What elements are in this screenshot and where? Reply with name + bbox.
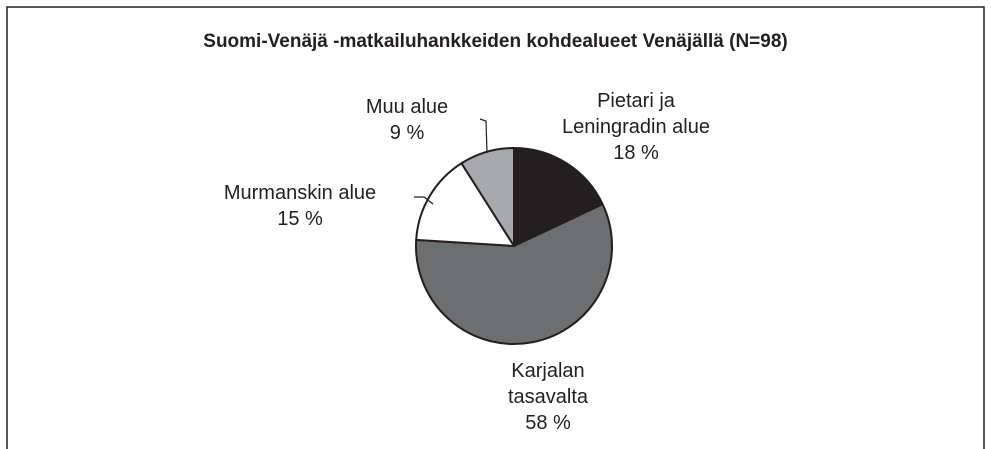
pie	[415, 147, 613, 345]
leader-line	[414, 196, 434, 205]
slice-value: 18 %	[613, 142, 659, 164]
pie-slice	[415, 203, 613, 345]
slice-category: Karjalan tasavalta	[507, 360, 589, 408]
pie-slice	[415, 162, 515, 247]
slice-label: Muu alue 9 %	[366, 94, 448, 146]
slice-label: Pietari ja Leningradin alue 18 %	[562, 88, 710, 166]
frame	[6, 6, 985, 449]
slice-category: Muu alue	[365, 96, 449, 118]
slice-category: Pietari ja Leningradin alue	[562, 90, 710, 138]
leader-line	[479, 118, 488, 154]
chart-title: Suomi-Venäjä -matkailuhankkeiden kohdeal…	[203, 31, 788, 52]
slice-category: Murmanskin alue	[223, 182, 377, 204]
pie-slice	[513, 147, 604, 247]
slice-value: 58 %	[525, 412, 571, 434]
slice-label: Karjalan tasavalta 58 %	[508, 358, 588, 436]
slice-label: Murmanskin alue 15 %	[224, 180, 376, 232]
slice-value: 9 %	[389, 122, 425, 144]
slice-value: 15 %	[277, 208, 323, 230]
